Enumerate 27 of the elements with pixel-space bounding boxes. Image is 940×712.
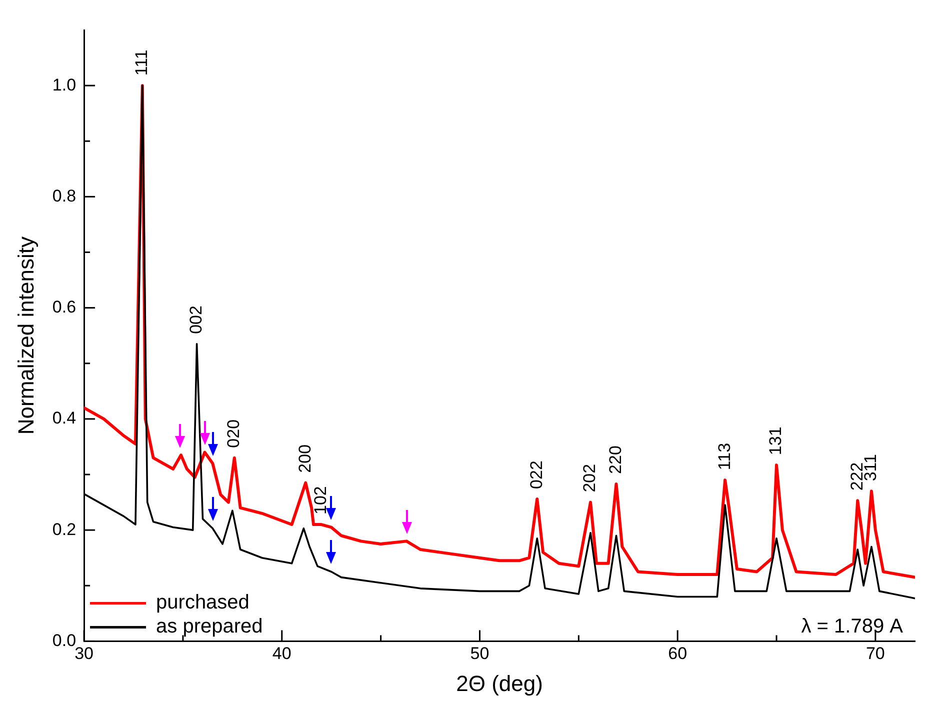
x-tick-label: 70 bbox=[866, 644, 885, 664]
y-tick-label: 0.2 bbox=[52, 520, 76, 539]
y-tick-label: 0.8 bbox=[52, 186, 76, 206]
annotation: 111 bbox=[132, 50, 152, 76]
y-axis-title: Normalized intensity bbox=[13, 236, 38, 435]
x-tick-label: 30 bbox=[74, 644, 94, 664]
annotation: 113 bbox=[714, 442, 734, 470]
legend-label: as prepared bbox=[156, 616, 263, 638]
y-tick-label: 1.0 bbox=[52, 75, 76, 94]
y-tick-label: 0.4 bbox=[52, 408, 76, 428]
annotation: 311 bbox=[861, 454, 880, 482]
annotation: 020 bbox=[224, 419, 244, 448]
x-tick-label: 50 bbox=[470, 644, 490, 664]
y-tick-label: 0.0 bbox=[52, 630, 76, 650]
x-axis-title: 2Θ (deg) bbox=[456, 670, 543, 696]
legend-label: purchased bbox=[156, 592, 250, 614]
annotation: 102 bbox=[311, 486, 330, 515]
annotation: 131 bbox=[766, 426, 786, 456]
annotation: 200 bbox=[295, 444, 314, 473]
annotation: 202 bbox=[580, 464, 600, 492]
annotation: λ = 1.789 A bbox=[801, 616, 904, 638]
x-tick-label: 40 bbox=[272, 644, 292, 664]
annotation: 220 bbox=[606, 446, 625, 474]
x-tick-label: 60 bbox=[668, 644, 688, 664]
annotation: 002 bbox=[186, 306, 206, 334]
annotation: 022 bbox=[526, 460, 546, 489]
y-tick-label: 0.6 bbox=[52, 298, 76, 317]
